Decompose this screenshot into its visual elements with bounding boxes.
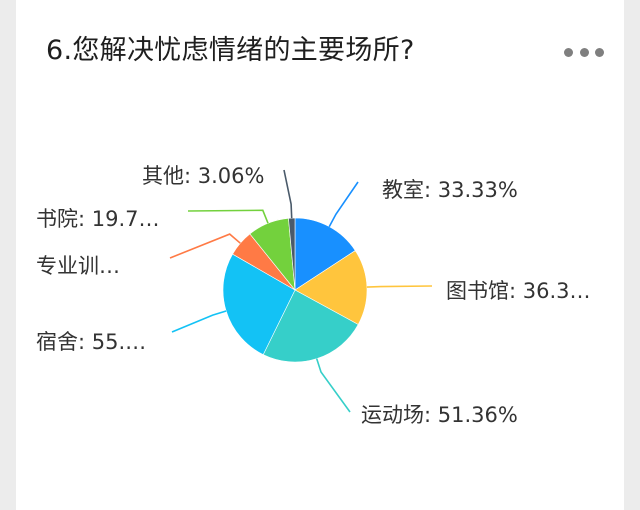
more-dot-icon <box>579 47 589 57</box>
leader-line-书院 <box>187 209 269 224</box>
leader-line-宿舍 <box>171 310 227 333</box>
leader-line-图书馆 <box>366 285 433 288</box>
pie-slice-图书馆[interactable] <box>294 250 368 325</box>
leader-line-教室 <box>328 181 359 228</box>
leader-line-运动场 <box>315 358 351 413</box>
slice-label-专业训…: 专业训… <box>36 254 120 278</box>
more-options-button[interactable] <box>564 42 604 62</box>
pie-slice-教室[interactable] <box>294 217 356 291</box>
slice-label-图书馆: 图书馆: 36.3… <box>446 279 591 303</box>
more-dot-icon <box>564 47 573 57</box>
leader-line-其他 <box>283 169 293 219</box>
slice-label-宿舍: 宿舍: 55.… <box>36 330 146 354</box>
pie-slice-宿舍[interactable] <box>222 253 296 356</box>
question-title: 6.您解决忧虑情绪的主要场所? <box>46 35 415 66</box>
leader-line-专业训… <box>169 233 241 259</box>
slice-label-书院: 书院: 19.7… <box>36 207 160 231</box>
slice-label-教室: 教室: 33.33% <box>382 178 518 202</box>
slice-label-运动场: 运动场: 51.36% <box>361 403 518 427</box>
more-dot-icon <box>595 47 604 57</box>
slice-label-其他: 其他: 3.06% <box>142 164 264 188</box>
